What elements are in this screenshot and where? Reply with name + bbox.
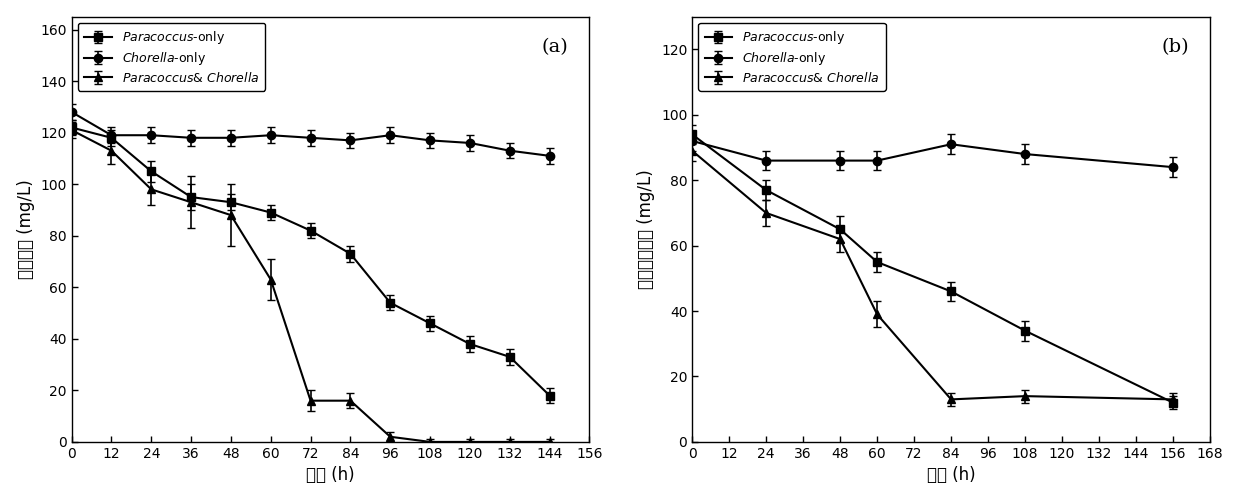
Y-axis label: 吵啄浓度 (mg/L): 吵啄浓度 (mg/L) (16, 179, 35, 279)
Text: (b): (b) (1162, 38, 1189, 56)
Legend: $\it{Paracoccus}$-only, $\it{Chorella}$-only, $\it{Paracoccus}$& $\it{Chorella}$: $\it{Paracoccus}$-only, $\it{Chorella}$-… (698, 23, 885, 91)
X-axis label: 时间 (h): 时间 (h) (306, 466, 355, 484)
X-axis label: 时间 (h): 时间 (h) (926, 466, 976, 484)
Y-axis label: 总有机碳浓度 (mg/L): 总有机碳浓度 (mg/L) (637, 169, 656, 289)
Text: (a): (a) (542, 38, 569, 56)
Legend: $\it{Paracoccus}$-only, $\it{Chorella}$-only, $\it{Paracoccus}$& $\it{Chorella}$: $\it{Paracoccus}$-only, $\it{Chorella}$-… (78, 23, 265, 91)
